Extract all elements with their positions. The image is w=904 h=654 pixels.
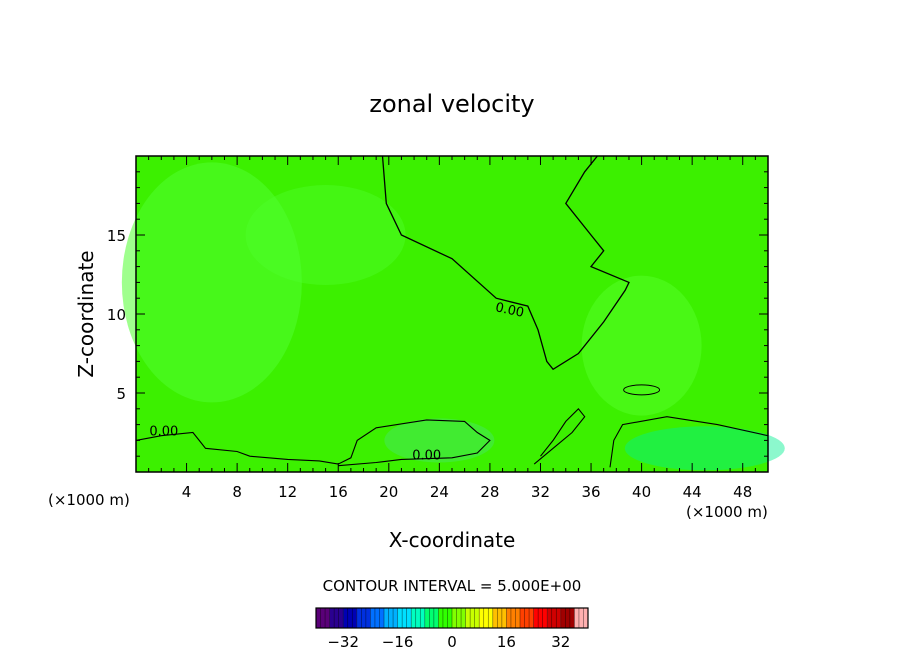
- colorbar-swatch: [343, 608, 357, 628]
- colorbar-tick-label: 0: [447, 633, 457, 651]
- x-tick-label: 12: [278, 483, 297, 501]
- x-tick-label: 44: [683, 483, 702, 501]
- colorbar-tick-label: −16: [382, 633, 414, 651]
- x-axis-label: X-coordinate: [389, 528, 516, 552]
- field-region-negative: [624, 426, 785, 471]
- x-tick-label: 20: [379, 483, 398, 501]
- contour-label: 0.00: [412, 448, 441, 463]
- y-tick-label: 10: [107, 306, 126, 324]
- x-tick-label: 32: [531, 483, 550, 501]
- zero-contour-lower: [135, 419, 491, 467]
- zero-contour-upper: [381, 155, 630, 371]
- colorbar-swatch: [452, 608, 466, 628]
- colorbar-tick-label: 32: [551, 633, 570, 651]
- x-tick-label: 36: [581, 483, 600, 501]
- colorbar-tick-label: 16: [497, 633, 516, 651]
- colorbar-swatch: [465, 608, 480, 628]
- colorbar-tick-label: −32: [327, 633, 359, 651]
- x-tick-label: 4: [182, 483, 192, 501]
- colorbar-swatch: [356, 608, 371, 628]
- colorbar-swatch: [384, 608, 398, 628]
- x-unit-right: (×1000 m): [686, 503, 768, 521]
- colorbar-swatch: [370, 608, 384, 628]
- x-tick-label: 28: [480, 483, 499, 501]
- contour-label: 0.00: [149, 425, 178, 440]
- zero-contour-right: [609, 416, 769, 468]
- colorbar-swatch: [397, 608, 412, 628]
- colorbar-swatch: [411, 608, 425, 628]
- colorbar-swatch: [438, 608, 452, 628]
- colorbar-swatch: [492, 608, 507, 628]
- field-region-upper: [245, 185, 406, 285]
- colorbar-swatch: [506, 608, 520, 628]
- contour-label: 0.00: [494, 300, 525, 321]
- contour-lines: 0.00 0.00 0.00: [135, 155, 769, 468]
- x-tick-label: 8: [232, 483, 242, 501]
- velocity-field: [121, 156, 785, 472]
- colorbar-swatch: [316, 608, 330, 628]
- x-tick-label: 24: [430, 483, 449, 501]
- colorbar-swatch: [520, 608, 534, 628]
- field-region-lower-mid: [384, 418, 495, 463]
- colorbar-swatch: [533, 608, 548, 628]
- colorbar-swatch: [479, 608, 493, 628]
- colorbar-swatch: [560, 608, 575, 628]
- contour-island: [623, 384, 661, 396]
- colorbar: −32 −16 0 16 32: [315, 607, 589, 651]
- x-unit-left: (×1000 m): [48, 491, 130, 509]
- colorbar-swatch: [424, 608, 439, 628]
- x-tick-label: 16: [329, 483, 348, 501]
- y-tick-label: 5: [116, 385, 126, 403]
- y-axis-label: Z-coordinate: [74, 250, 98, 377]
- zero-contour-mid: [533, 407, 586, 465]
- contour-interval-label: CONTOUR INTERVAL = 5.000E+00: [323, 577, 582, 595]
- x-tick-label: 40: [632, 483, 651, 501]
- colorbar-swatch: [574, 608, 588, 628]
- colorbar-swatch: [329, 608, 344, 628]
- field-region-left: [121, 162, 302, 403]
- chart-title: zonal velocity: [369, 90, 534, 118]
- colorbar-frame: [315, 607, 589, 629]
- x-tick-label: 48: [733, 483, 752, 501]
- colorbar-swatch: [547, 608, 561, 628]
- y-tick-label: 15: [107, 227, 126, 245]
